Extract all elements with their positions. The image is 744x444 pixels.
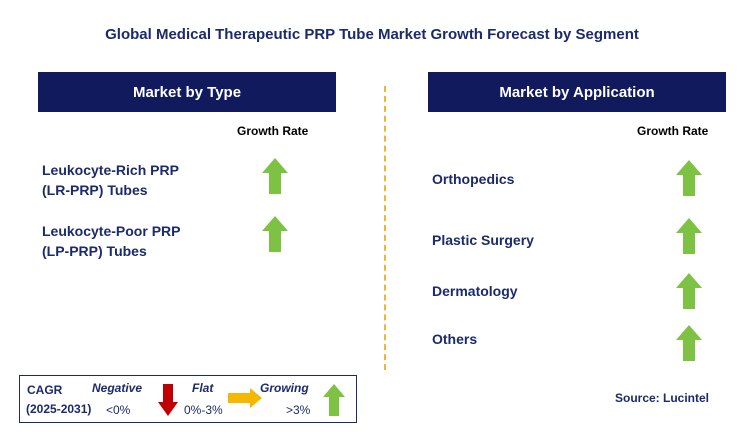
application-item-others: Others — [432, 331, 478, 347]
legend-flat-label: Flat — [192, 381, 214, 395]
application-item-plastic-surgery: Plastic Surgery — [432, 232, 534, 248]
type-item-lp-prp: Leukocyte-Poor PRP (LP-PRP) Tubes — [42, 221, 180, 261]
up-arrow-icon — [676, 325, 702, 361]
right-arrow-icon — [228, 388, 262, 408]
page-title: Global Medical Therapeutic PRP Tube Mark… — [105, 26, 639, 43]
type-item-lr-prp: Leukocyte-Rich PRP (LR-PRP) Tubes — [42, 160, 179, 200]
cagr-legend: CAGR (2025-2031) Negative <0% Flat 0%-3%… — [19, 375, 357, 423]
market-by-application-header: Market by Application — [428, 72, 726, 112]
application-item-orthopedics: Orthopedics — [432, 171, 515, 187]
up-arrow-icon — [262, 216, 288, 252]
type-item-line2: (LR-PRP) Tubes — [42, 182, 148, 198]
source-label: Source: Lucintel — [615, 391, 710, 405]
down-arrow-icon — [158, 384, 178, 416]
market-by-type-header: Market by Type — [38, 72, 336, 112]
legend-flat-value: 0%-3% — [184, 403, 223, 417]
legend-growing-label: Growing — [260, 381, 309, 395]
up-arrow-icon — [676, 273, 702, 309]
type-item-line1: Leukocyte-Rich PRP — [42, 162, 179, 178]
up-arrow-icon — [676, 218, 702, 254]
application-growth-rate-label: Growth Rate — [637, 124, 709, 138]
type-item-line1: Leukocyte-Poor PRP — [42, 223, 181, 239]
type-growth-rate-label: Growth Rate — [237, 124, 309, 138]
legend-period: (2025-2031) — [26, 402, 92, 416]
legend-negative-value: <0% — [106, 403, 131, 417]
legend-negative-label: Negative — [92, 381, 143, 395]
legend-growing-value: >3% — [286, 403, 311, 417]
legend-cagr-label: CAGR — [27, 383, 63, 397]
up-arrow-icon — [262, 158, 288, 194]
type-item-line2: (LP-PRP) Tubes — [42, 243, 147, 259]
up-arrow-icon — [676, 160, 702, 196]
up-arrow-icon — [323, 384, 345, 416]
panel-divider — [384, 86, 386, 370]
application-item-dermatology: Dermatology — [432, 283, 518, 299]
